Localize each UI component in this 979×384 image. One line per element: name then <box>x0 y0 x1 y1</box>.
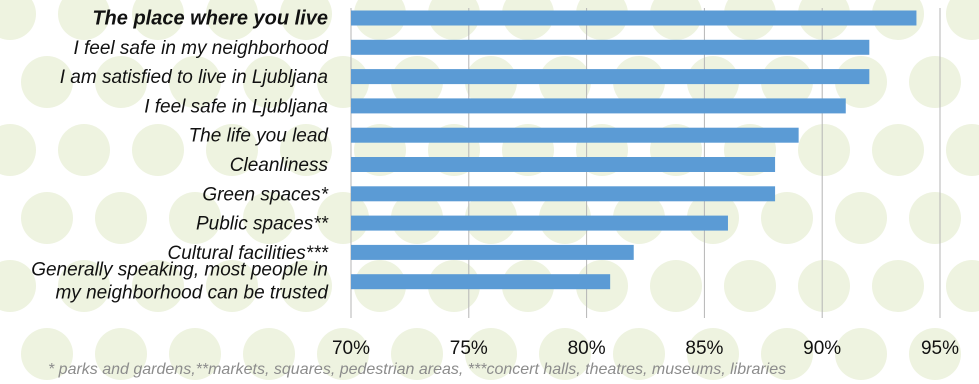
category-label: Green spaces* <box>202 184 328 205</box>
tree-icon <box>243 328 295 380</box>
category-labels: The place where you live I feel safe in m… <box>31 8 329 304</box>
book-icon <box>169 192 221 244</box>
bars <box>351 10 917 290</box>
bus-icon <box>539 328 591 380</box>
leaf-icon <box>95 328 147 380</box>
sun-umbrella-icon <box>95 192 147 244</box>
bicycle-icon <box>317 192 369 244</box>
bar <box>351 157 776 172</box>
bar <box>351 10 917 26</box>
bar <box>351 274 611 290</box>
tree-icon <box>243 56 295 108</box>
book-icon <box>761 192 813 244</box>
walker-icon <box>0 0 36 40</box>
bar <box>351 215 728 231</box>
sun-umbrella-icon <box>798 260 850 312</box>
category-label: Cultural facilities*** <box>167 243 328 264</box>
bicycle-icon <box>21 56 73 108</box>
bicycle-icon <box>909 192 961 244</box>
leaf-icon <box>687 328 739 380</box>
sun-umbrella-icon <box>206 260 258 312</box>
tree-icon <box>946 124 979 176</box>
bench-icon <box>317 56 369 108</box>
x-tick-label: 70% <box>332 338 370 359</box>
x-axis-tick-labels: 70% 75% 80% 85% 90% 95% <box>332 338 959 359</box>
bus-icon <box>946 260 979 312</box>
bench-icon <box>132 260 184 312</box>
category-label: I am satisfied to live in Ljubljana <box>60 67 328 88</box>
leaf-icon <box>798 124 850 176</box>
tree-icon <box>58 0 110 40</box>
category-label: The place where you live <box>92 8 328 30</box>
bicycle-icon <box>21 328 73 380</box>
sun-umbrella-icon <box>206 0 258 40</box>
bar <box>351 69 870 85</box>
bench-icon <box>317 328 369 380</box>
bus-icon <box>58 124 110 176</box>
tree-icon <box>650 260 702 312</box>
leaf-icon <box>95 56 147 108</box>
book-icon <box>465 328 517 380</box>
category-label: Generally speaking, most people in <box>31 260 328 281</box>
category-label: The life you lead <box>189 126 330 147</box>
bicycle-icon <box>132 124 184 176</box>
leaf-icon <box>206 124 258 176</box>
category-label: my neighborhood can be trusted <box>55 283 329 304</box>
bus-icon <box>835 192 887 244</box>
bus-icon <box>946 0 979 40</box>
walker-icon <box>169 328 221 380</box>
category-label: Cleanliness <box>230 155 329 176</box>
bench-icon <box>21 192 73 244</box>
bench-icon <box>909 56 961 108</box>
sun-umbrella-icon <box>391 328 443 380</box>
walker-icon <box>169 56 221 108</box>
book-icon <box>872 260 924 312</box>
bench-icon <box>909 328 961 380</box>
book-icon <box>0 124 36 176</box>
walker-icon <box>280 124 332 176</box>
category-label: Public spaces** <box>196 214 329 235</box>
bus-icon <box>243 192 295 244</box>
walker-icon <box>761 328 813 380</box>
x-tick-label: 80% <box>568 338 606 359</box>
bar <box>351 244 634 260</box>
x-tick-label: 95% <box>921 338 959 359</box>
bar <box>351 98 846 114</box>
x-tick-label: 85% <box>685 338 723 359</box>
book-icon <box>280 0 332 40</box>
x-tick-label: 90% <box>803 338 841 359</box>
bench-icon <box>132 0 184 40</box>
category-label: I feel safe in Ljubljana <box>144 96 328 117</box>
bench-icon <box>724 260 776 312</box>
walker-icon <box>872 124 924 176</box>
tree-icon <box>58 260 110 312</box>
bar <box>351 127 799 143</box>
walker-icon <box>0 260 36 312</box>
tree-icon <box>835 328 887 380</box>
book-icon <box>280 260 332 312</box>
bicycle-icon <box>613 328 665 380</box>
footnote: * parks and gardens,**markets, squares, … <box>48 361 787 378</box>
bar <box>351 39 870 55</box>
x-tick-label: 75% <box>450 338 488 359</box>
category-label: I feel safe in my neighborhood <box>73 38 329 59</box>
bar <box>351 186 776 202</box>
